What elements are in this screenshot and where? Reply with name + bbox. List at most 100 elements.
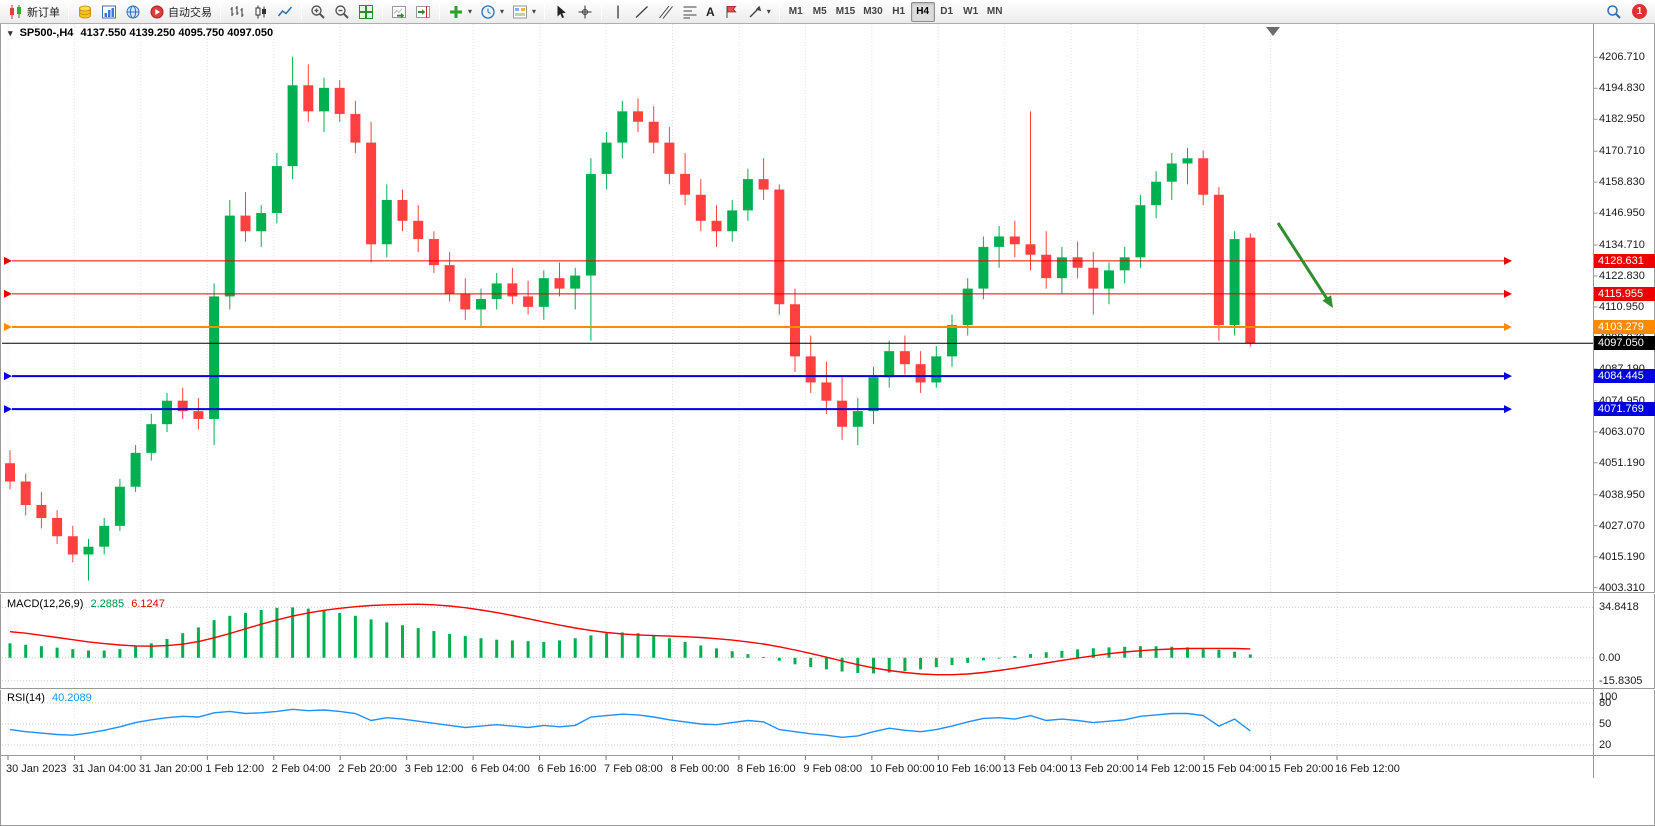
price-axis-tick: 4003.310 (1599, 581, 1645, 594)
toolbar-separator (439, 3, 440, 20)
price-axis-tick: 4194.830 (1599, 82, 1645, 95)
notifications-badge[interactable]: 1 (1632, 4, 1647, 19)
time-axis-label: 9 Feb 08:00 (803, 763, 863, 775)
text-label-button[interactable] (719, 2, 743, 22)
add-indicator-icon (450, 5, 462, 18)
drawn-arrow-annotation[interactable] (1276, 222, 1331, 303)
chart-shift-marker[interactable] (1266, 27, 1280, 36)
text-tool-icon: A (706, 4, 715, 19)
price-axis-tick: 4146.950 (1599, 207, 1645, 220)
price-line-label: 4084.445 (1594, 369, 1655, 384)
line-chart-button[interactable] (273, 2, 297, 22)
navigator-button[interactable] (121, 2, 145, 22)
shapes-button[interactable]: ▾ (743, 2, 775, 22)
tile-windows-button[interactable] (354, 2, 378, 22)
price-axis-tick: 4027.070 (1599, 519, 1645, 532)
toolbar-right-group: 1 (1602, 2, 1651, 22)
timeframe-button-d1[interactable]: D1 (935, 2, 959, 22)
crosshair-button[interactable] (573, 2, 597, 22)
time-axis-label: 31 Jan 04:00 (72, 763, 137, 775)
toolbar-separator (544, 3, 546, 20)
search-button[interactable] (1602, 2, 1626, 22)
price-line-label: 4115.955 (1594, 286, 1655, 301)
auto-trading-button[interactable]: 自动交易 (145, 2, 216, 22)
price-axis-tick: 4015.190 (1599, 550, 1645, 563)
price-axis-tick: 4122.830 (1599, 270, 1645, 282)
drawn-arrow-head (1322, 295, 1333, 308)
price-axis-tick: 4038.950 (1599, 488, 1645, 501)
globe-icon (126, 5, 140, 18)
line-chart-icon (277, 6, 293, 16)
time-axis-label: 3 Feb 12:00 (404, 763, 464, 775)
trendline-icon (635, 5, 649, 18)
horizontal-price-lines[interactable] (2, 256, 1594, 414)
one-click-trading-toggle[interactable]: ▾ (8, 28, 13, 38)
time-axis-label: 30 Jan 2023 (6, 763, 67, 775)
timeframe-button-m15[interactable]: M15 (832, 2, 859, 22)
timeframe-button-w1[interactable]: W1 (959, 2, 983, 22)
zoom-in-button[interactable] (306, 2, 330, 22)
price-axis-tick: 4170.710 (1599, 145, 1645, 158)
timeframe-button-h4[interactable]: H4 (910, 1, 935, 22)
rsi-indicator-label: RSI(14) 40.2089 (7, 692, 96, 704)
vertical-line-icon (617, 5, 619, 18)
price-axis-tick: 4206.710 (1599, 51, 1645, 64)
fibonacci-button[interactable] (678, 2, 702, 22)
chart-shift-button[interactable] (411, 2, 435, 22)
timeframe-button-m30[interactable]: M30 (859, 2, 886, 22)
label-flag-icon (726, 5, 737, 18)
timeframe-button-h1[interactable]: H1 (887, 2, 911, 22)
template-icon (513, 5, 528, 18)
indicators-button[interactable]: ▾ (444, 2, 476, 22)
macd-histogram (8, 607, 1252, 674)
timeframe-button-m1[interactable]: M1 (784, 2, 808, 22)
trendline-button[interactable] (630, 2, 654, 22)
candlestick-icon (255, 5, 266, 18)
time-axis-label: 1 Feb 12:00 (205, 763, 265, 775)
channel-icon (659, 5, 673, 19)
timeframe-button-m5[interactable]: M5 (808, 2, 832, 22)
text-button[interactable]: A (702, 2, 719, 22)
new-order-button[interactable]: 新订单 (4, 2, 64, 22)
time-axis-label: 6 Feb 04:00 (471, 763, 530, 775)
time-axis-label: 8 Feb 16:00 (736, 763, 796, 775)
timeframe-button-mn[interactable]: MN (983, 2, 1007, 22)
macd-name: MACD(12,26,9) (7, 598, 84, 610)
cursor-button[interactable] (549, 2, 573, 22)
candlestick-chart-button[interactable] (249, 2, 273, 22)
toolbar-separator (220, 3, 221, 20)
new-order-label: 新订单 (27, 6, 60, 19)
toolbar-separator (601, 3, 603, 20)
bar-chart-button[interactable] (225, 2, 249, 22)
chart-title: ▾ SP500-,H4 4137.550 4139.250 4095.750 4… (8, 27, 277, 39)
market-watch-button[interactable] (73, 2, 97, 22)
gold-coins-icon (79, 5, 91, 19)
time-axis-label: 15 Feb 20:00 (1268, 763, 1334, 775)
time-axis-label: 2 Feb 20:00 (338, 763, 397, 775)
timeframe-group: M1 M5 M15 M30 H1 H4 D1 W1 MN (784, 1, 1007, 22)
price-axis-tick: 4182.950 (1599, 113, 1645, 126)
time-axis-label: 13 Feb 04:00 (1002, 763, 1068, 775)
data-window-button[interactable] (97, 2, 121, 22)
price-axis-tick: 4158.830 (1599, 176, 1645, 189)
price-line-label: 4128.631 (1594, 253, 1655, 268)
templates-button[interactable]: ▾ (508, 2, 540, 22)
time-axis-label: 2 Feb 04:00 (271, 763, 331, 775)
time-axis-label: 31 Jan 20:00 (138, 763, 203, 775)
channel-button[interactable] (654, 2, 678, 22)
auto-trading-label: 自动交易 (168, 6, 212, 19)
zoom-out-button[interactable] (330, 2, 354, 22)
macd-axis-tick: 0.00 (1599, 651, 1621, 664)
periods-button[interactable]: ▾ (476, 2, 508, 22)
price-axis-tick: 4063.070 (1599, 425, 1645, 438)
indicator-levels (2, 606, 1594, 746)
search-icon (1607, 4, 1621, 19)
macd-signal-line (9, 603, 1251, 676)
time-axis-label: 15 Feb 04:00 (1202, 763, 1267, 775)
vertical-line-button[interactable] (606, 2, 630, 22)
macd-signal-value: 6.1247 (131, 598, 165, 610)
auto-scroll-button[interactable] (387, 2, 411, 22)
macd-main-value: 2.2885 (90, 598, 125, 610)
